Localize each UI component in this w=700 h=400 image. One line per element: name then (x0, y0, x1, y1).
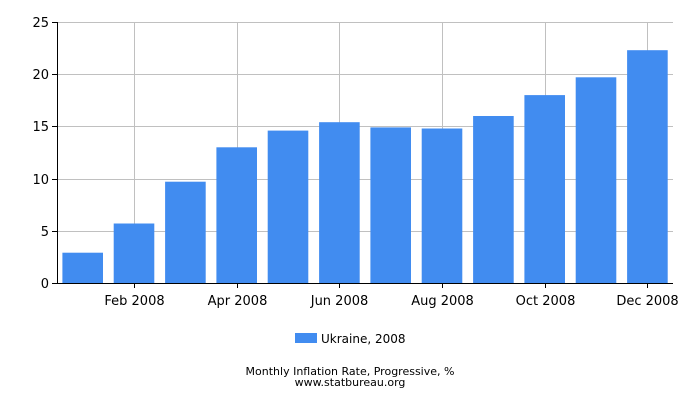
bar (165, 181, 206, 283)
legend-label: Ukraine, 2008 (321, 332, 406, 346)
bar (370, 127, 411, 284)
y-tick-labels: 0 5 10 15 20 25 (32, 16, 49, 292)
bar (62, 252, 103, 283)
caption-source: www.statbureau.org (295, 376, 406, 389)
y-tick-label: 0 (41, 277, 49, 292)
x-tick-label: Apr 2008 (208, 294, 268, 309)
x-tick-labels: Feb 2008 Apr 2008 Jun 2008 Aug 2008 Oct 2008… (104, 294, 678, 309)
y-tick-label: 5 (41, 225, 49, 240)
x-tick-label: Dec 2008 (616, 294, 678, 309)
x-tick-label: Oct 2008 (516, 294, 576, 309)
bar (524, 95, 565, 283)
bar (575, 77, 617, 283)
x-tick-label: Feb 2008 (104, 294, 164, 309)
bars (62, 50, 668, 284)
legend: Ukraine, 2008 (295, 332, 406, 346)
bar (473, 116, 514, 283)
y-tick-label: 20 (32, 68, 49, 83)
y-tick-label: 25 (32, 16, 49, 31)
x-tick-label: Jun 2008 (310, 294, 369, 309)
axes (52, 22, 673, 288)
bar (216, 147, 257, 283)
caption-title: Monthly Inflation Rate, Progressive, % (246, 365, 455, 378)
bar (421, 128, 463, 283)
bar (113, 223, 155, 283)
x-tick-label: Aug 2008 (411, 294, 474, 309)
bar (319, 122, 360, 283)
legend-swatch (295, 333, 317, 343)
y-tick-label: 15 (32, 120, 49, 135)
bar (267, 130, 309, 283)
y-tick-label: 10 (32, 173, 49, 188)
bar (627, 50, 668, 284)
